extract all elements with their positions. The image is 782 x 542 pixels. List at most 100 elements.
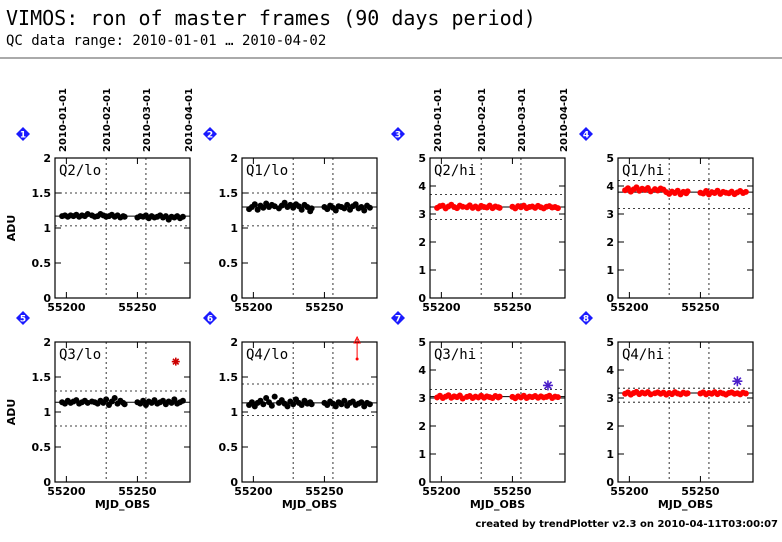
y-tick-label: 2 xyxy=(230,336,238,349)
date-tick-label: 2010-02-01 xyxy=(477,88,488,152)
data-point xyxy=(281,199,288,206)
x-tick-label: 55200 xyxy=(422,301,461,314)
y-tick-label: 3 xyxy=(606,208,614,221)
x-tick-label: 55250 xyxy=(493,485,532,498)
panel-6: 6 0 0.5 1 1.5 2 55200 55250 Q4/lo MJD_OBS xyxy=(203,311,378,511)
data-point xyxy=(554,205,561,212)
x-tick-label: 55200 xyxy=(47,301,86,314)
data-point xyxy=(742,188,749,195)
panel-badge xyxy=(579,311,593,325)
y-tick-label: 4 xyxy=(418,364,426,377)
x-tick-label: 55250 xyxy=(305,301,344,314)
panel-badge xyxy=(16,127,30,141)
plot-frame xyxy=(429,157,566,299)
y-tick-label: 0 xyxy=(418,476,426,489)
data-point xyxy=(268,402,275,409)
data-point xyxy=(248,399,255,406)
panel-label: Q3/lo xyxy=(59,347,101,363)
outlier-star xyxy=(171,357,180,366)
x-tick-label: 55250 xyxy=(118,485,157,498)
panel-label: Q1/lo xyxy=(246,163,288,179)
plot-frame xyxy=(241,157,378,299)
y-tick-label: 0.5 xyxy=(219,441,239,454)
data-point xyxy=(290,401,297,408)
panel-badge xyxy=(391,127,405,141)
panel-2: 2 0 0.5 1 1.5 2 55200 55250 Q1/lo xyxy=(203,127,378,314)
figure-title: VIMOS: ron of master frames (90 days per… xyxy=(6,6,536,30)
panel-badge-number: 2 xyxy=(207,131,213,141)
date-tick-label: 2010-04-01 xyxy=(559,88,570,152)
plot-frame xyxy=(429,341,566,483)
y-tick-label: 1 xyxy=(230,406,238,419)
y-tick-label: 3 xyxy=(418,392,426,405)
panel-label: Q1/hi xyxy=(622,163,664,179)
y-tick-label: 0 xyxy=(43,292,51,305)
data-point xyxy=(260,401,267,408)
panel-label: Q2/hi xyxy=(434,163,476,179)
y-tick-label: 0 xyxy=(230,292,238,305)
y-tick-label: 1 xyxy=(418,448,426,461)
panel-badge xyxy=(203,127,217,141)
data-point xyxy=(358,399,365,406)
y-tick-label: 3 xyxy=(606,392,614,405)
x-tick-label: 55250 xyxy=(493,301,532,314)
y-tick-label: 5 xyxy=(606,152,614,165)
date-tick-label: 2010-01-01 xyxy=(433,88,444,152)
panel-badge xyxy=(16,311,30,325)
panel-badge-number: 6 xyxy=(207,315,213,325)
panel-label: Q3/hi xyxy=(434,347,476,363)
x-tick-label: 55250 xyxy=(118,301,157,314)
data-point xyxy=(742,390,749,397)
panel-badge xyxy=(203,311,217,325)
data-point xyxy=(366,401,373,408)
panel-label: Q4/lo xyxy=(246,347,288,363)
y-tick-label: 1.5 xyxy=(219,187,239,200)
y-tick-label: 2 xyxy=(606,236,614,249)
data-point xyxy=(263,395,270,401)
data-point xyxy=(171,396,178,403)
y-tick-label: 2 xyxy=(418,236,426,249)
plot-frame xyxy=(617,341,754,483)
data-point xyxy=(121,401,128,408)
plot-frame xyxy=(54,157,191,299)
data-point xyxy=(298,206,305,213)
y-tick-label: 0.5 xyxy=(32,257,52,270)
y-tick-label: 2 xyxy=(418,420,426,433)
data-point xyxy=(496,393,503,400)
date-tick-label: 2010-03-01 xyxy=(517,88,528,152)
data-point xyxy=(284,403,291,410)
data-point xyxy=(103,396,110,403)
panel-5: 5 0 0.5 1 1.5 2 55200 55250 Q3/lo ADU MJD_OBS xyxy=(5,311,191,511)
data-point xyxy=(179,213,186,220)
y-tick-label: 2 xyxy=(230,152,238,165)
data-point xyxy=(308,205,315,212)
y-tick-label: 1.5 xyxy=(219,371,239,384)
data-point xyxy=(332,403,339,410)
y-tick-label: 1.5 xyxy=(32,371,52,384)
plot-frame xyxy=(54,341,191,483)
y-tick-label: 5 xyxy=(418,152,426,165)
panel-badge-number: 8 xyxy=(583,315,589,325)
figure-subtitle: QC data range: 2010-01-01 … 2010-04-02 xyxy=(6,33,326,49)
x-axis-label: MJD_OBS xyxy=(658,498,713,511)
outlier-arrow-head xyxy=(353,335,361,344)
outlier-star-stroke xyxy=(543,381,553,390)
footer-credit: created by trendPlotter v2.3 on 2010-04-… xyxy=(475,519,778,530)
date-tick-label: 2010-03-01 xyxy=(142,88,153,152)
y-tick-label: 0.5 xyxy=(219,257,239,270)
y-tick-label: 0 xyxy=(606,292,614,305)
x-tick-label: 55250 xyxy=(681,485,720,498)
outlier-star-stroke xyxy=(172,358,180,365)
x-tick-label: 55200 xyxy=(610,485,649,498)
x-tick-label: 55200 xyxy=(610,301,649,314)
y-tick-label: 1.5 xyxy=(32,187,52,200)
y-tick-label: 5 xyxy=(606,336,614,349)
y-tick-label: 1 xyxy=(418,264,426,277)
x-axis-label: MJD_OBS xyxy=(282,498,337,511)
data-point xyxy=(684,390,691,397)
data-point xyxy=(179,397,186,404)
x-axis-label: MJD_OBS xyxy=(95,498,150,511)
data-point xyxy=(251,201,258,208)
panel-badge-number: 7 xyxy=(395,315,401,325)
